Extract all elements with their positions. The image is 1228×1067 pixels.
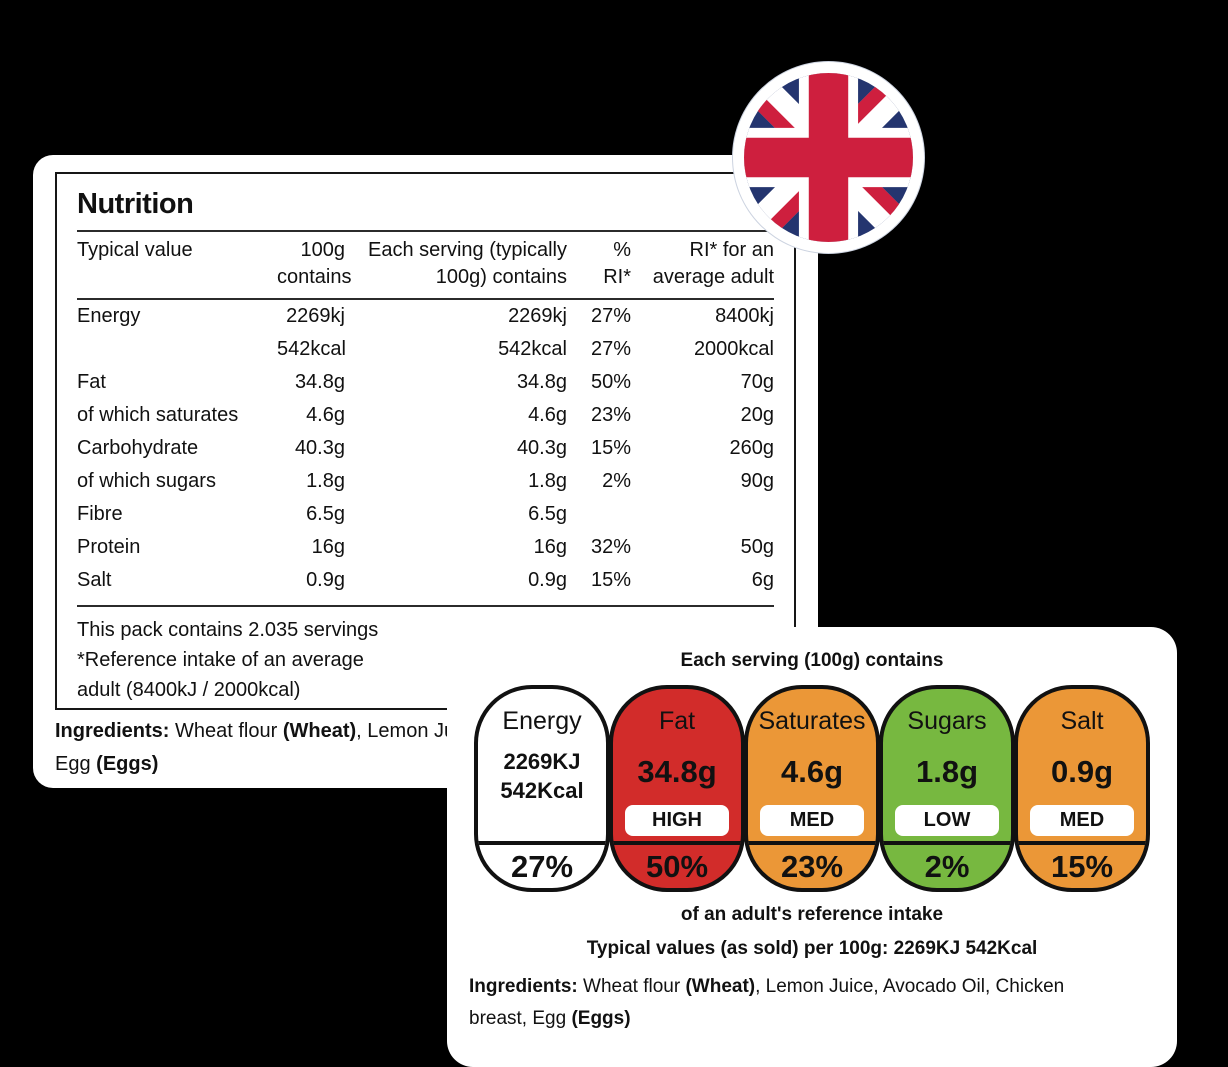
table-row-energy-kcal: 542kcal 542kcal 27% 2000kcal bbox=[277, 338, 774, 360]
pill-salt: Salt 0.9g MED 15% bbox=[1014, 685, 1150, 892]
table-row-fat: Fat 34.8g 34.8g 50% 70g bbox=[77, 371, 774, 393]
pill-fat: Fat 34.8g HIGH 50% bbox=[609, 685, 745, 892]
ingredients-line: Egg (Eggs) bbox=[55, 753, 159, 775]
divider bbox=[77, 298, 774, 300]
traffic-light-pills: Energy 2269KJ 542Kcal 27% Fat 34.8g HIGH… bbox=[447, 685, 1177, 892]
nutrition-title: Nutrition bbox=[77, 188, 194, 220]
uk-flag-badge bbox=[733, 62, 924, 253]
pill-saturates: Saturates 4.6g MED 23% bbox=[744, 685, 880, 892]
pill-fat-percent: 50% bbox=[613, 841, 741, 888]
pill-salt-level-badge: MED bbox=[1030, 805, 1134, 836]
pill-saturates-percent: 23% bbox=[748, 841, 876, 888]
table-header-row: Typical value 100g contains Each serving… bbox=[77, 232, 774, 298]
pill-energy-values: 2269KJ 542Kcal bbox=[500, 749, 584, 803]
table-row-fibre: Fibre 6.5g 6.5g bbox=[77, 503, 567, 525]
table-row-carbohydrate: Carbohydrate 40.3g 40.3g 15% 260g bbox=[77, 437, 774, 459]
pill-salt-label: Salt bbox=[1060, 707, 1104, 735]
ingredients-line: Ingredients: Wheat flour (Wheat), Lemon … bbox=[469, 976, 1065, 997]
pill-saturates-label: Saturates bbox=[758, 707, 866, 735]
pill-salt-value: 0.9g bbox=[1050, 754, 1114, 789]
table-row-salt: Salt 0.9g 0.9g 15% 6g bbox=[77, 569, 774, 591]
table-row-sugars: of which sugars 1.8g 1.8g 2% 90g bbox=[77, 470, 774, 492]
ingredients-text: Ingredients: Wheat flour (Wheat), Lemon … bbox=[469, 971, 1155, 1035]
pill-fat-value: 34.8g bbox=[637, 754, 717, 789]
reference-intake-note-line2: adult (8400kJ / 2000kcal) bbox=[77, 679, 301, 701]
table-row-saturates: of which saturates 4.6g 4.6g 23% 20g bbox=[77, 404, 774, 426]
divider bbox=[77, 605, 774, 607]
header-percent-ri: % RI* bbox=[603, 239, 631, 288]
header-ri-average-adult: RI* for an average adult bbox=[652, 239, 774, 288]
pill-energy-percent: 27% bbox=[478, 841, 606, 888]
pill-saturates-value: 4.6g bbox=[780, 754, 844, 789]
pill-sugars-level-badge: LOW bbox=[895, 805, 999, 836]
servings-note: This pack contains 2.035 servings bbox=[77, 619, 379, 641]
serving-contains-title: Each serving (100g) contains bbox=[680, 650, 944, 671]
pill-sugars-value: 1.8g bbox=[915, 754, 979, 789]
header-each-serving: Each serving (typically 100g) contains bbox=[368, 239, 567, 288]
pill-sugars-label: Sugars bbox=[907, 707, 987, 735]
nutrition-table-card: Nutrition Typical value 100g contains Ea… bbox=[33, 155, 818, 788]
reference-intake-note-line1: *Reference intake of an average bbox=[77, 649, 364, 671]
table-row-protein: Protein 16g 16g 32% 50g bbox=[77, 536, 774, 558]
header-typical-value: Typical value bbox=[77, 239, 193, 261]
pill-energy-label: Energy bbox=[502, 707, 582, 735]
table-footnotes: This pack contains 2.035 servings *Refer… bbox=[77, 615, 774, 705]
pill-fat-level-badge: HIGH bbox=[625, 805, 729, 836]
traffic-light-card: Each serving (100g) contains Energy 2269… bbox=[447, 627, 1177, 1067]
divider bbox=[77, 230, 774, 232]
pill-salt-percent: 15% bbox=[1018, 841, 1146, 888]
uk-flag-icon bbox=[744, 73, 913, 242]
pill-sugars-percent: 2% bbox=[883, 841, 1011, 888]
pill-sugars: Sugars 1.8g LOW 2% bbox=[879, 685, 1015, 892]
reference-intake-subtitle: of an adult's reference intake bbox=[680, 904, 944, 925]
header-100g-contains: 100g contains bbox=[277, 239, 352, 288]
table-row-energy: Energy 2269kj 2269kj 27% 8400kj bbox=[77, 305, 774, 327]
typical-values-line: Typical values (as sold) per 100g: 2269K… bbox=[586, 938, 1038, 959]
pill-fat-label: Fat bbox=[658, 707, 696, 735]
pill-saturates-level-badge: MED bbox=[760, 805, 864, 836]
nutrition-table-border-box: Nutrition Typical value 100g contains Ea… bbox=[55, 172, 796, 710]
ingredients-line: breast, Egg (Eggs) bbox=[469, 1008, 631, 1029]
pill-energy: Energy 2269KJ 542Kcal 27% bbox=[474, 685, 610, 892]
